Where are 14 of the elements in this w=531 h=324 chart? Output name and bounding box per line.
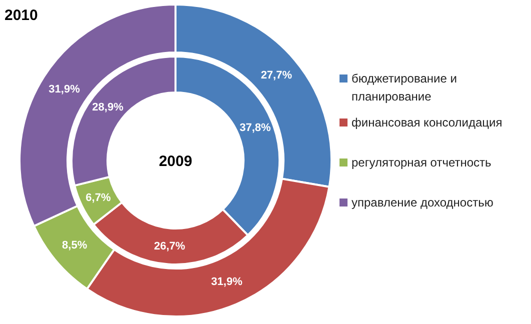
slice-label: 2009	[158, 153, 192, 170]
data-label: 28,9%	[92, 102, 124, 114]
data-label: 27,7%	[260, 69, 292, 82]
data-label: 37,8%	[240, 122, 272, 134]
data-label: 31,9%	[48, 83, 80, 96]
legend-label: бюджетирование и планирование	[352, 72, 457, 104]
data-label: 31,9%	[211, 276, 243, 288]
data-label: 6,7%	[86, 192, 111, 204]
slice-label: 2010	[4, 7, 38, 24]
legend-label: финансовая консолидация	[352, 116, 502, 130]
data-label: 26,7%	[154, 240, 186, 252]
legend-label: регуляторная отчетность	[352, 156, 492, 170]
legend-label: управление доходностью	[352, 196, 494, 210]
data-label: 8,5%	[62, 240, 88, 252]
